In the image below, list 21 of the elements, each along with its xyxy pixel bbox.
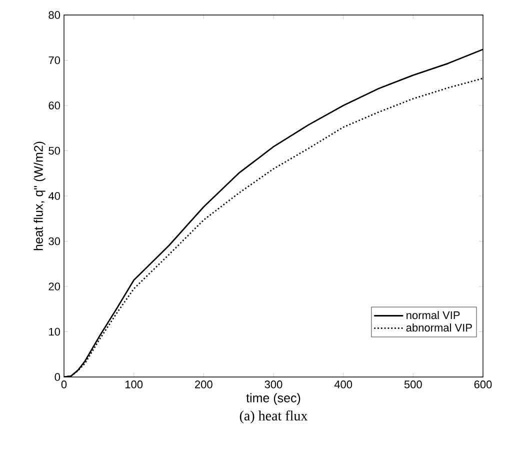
legend-label: abnormal VIP xyxy=(406,324,472,332)
x-tick-label: 400 xyxy=(334,380,352,388)
y-tick-label: 60 xyxy=(48,102,60,110)
legend-label: normal VIP xyxy=(406,311,460,320)
y-tick-label: 70 xyxy=(48,56,60,64)
x-axis-title: time (sec) xyxy=(246,393,300,405)
x-tick-label: 0 xyxy=(61,380,67,388)
y-tick-label: 0 xyxy=(54,373,60,381)
text: (a) heat flux xyxy=(240,410,308,424)
y-tick-label: 20 xyxy=(48,282,60,290)
x-tick-label: 600 xyxy=(474,380,492,388)
x-tick-label: 500 xyxy=(404,380,422,388)
y-tick-label: 30 xyxy=(48,237,60,246)
y-axis-title: heat flux, q" (W/m2) xyxy=(34,142,46,250)
x-tick-label: 300 xyxy=(264,380,282,388)
y-tick-label: 10 xyxy=(49,328,60,336)
y-tick-label: 40 xyxy=(48,192,60,200)
x-tick-label: 200 xyxy=(195,380,212,388)
y-tick-label: 80 xyxy=(48,11,60,19)
y-tick-label: 50 xyxy=(48,146,60,155)
x-tick-label: 100 xyxy=(125,380,143,388)
